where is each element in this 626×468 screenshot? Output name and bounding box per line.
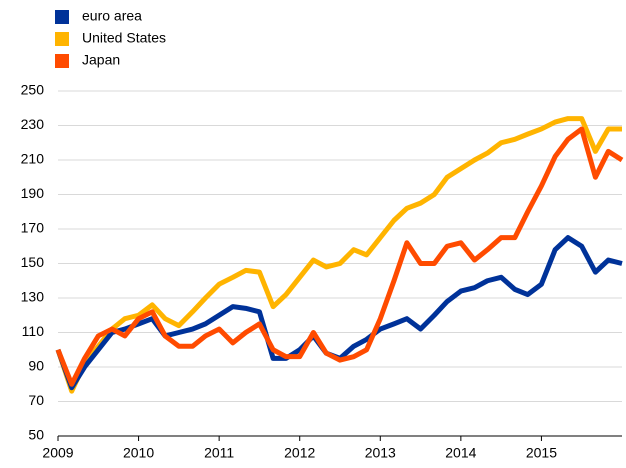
y-tick-label: 50 <box>28 427 44 443</box>
y-tick-label: 130 <box>21 289 45 305</box>
y-tick-label: 150 <box>21 254 45 270</box>
y-tick-label: 90 <box>28 358 44 374</box>
x-tick-label: 2009 <box>42 445 73 461</box>
legend-label: United States <box>82 30 166 46</box>
x-tick-label: 2014 <box>445 445 476 461</box>
x-tick-label: 2013 <box>365 445 396 461</box>
legend-label: Japan <box>82 52 120 68</box>
x-tick-label: 2010 <box>123 445 154 461</box>
y-tick-label: 230 <box>21 116 45 132</box>
y-tick-label: 170 <box>21 220 45 236</box>
series-line <box>55 126 624 387</box>
legend-label: euro area <box>82 8 142 24</box>
x-tick-label: 2012 <box>284 445 315 461</box>
y-tick-label: 250 <box>21 82 45 98</box>
legend-swatch <box>55 32 69 46</box>
legend-swatch <box>55 10 69 24</box>
series-line <box>55 116 622 394</box>
y-tick-label: 70 <box>28 392 44 408</box>
legend-swatch <box>55 54 69 68</box>
x-tick-label: 2011 <box>204 445 234 461</box>
x-tick-label: 2015 <box>526 445 557 461</box>
y-tick-label: 110 <box>22 323 45 339</box>
y-tick-label: 210 <box>21 151 45 167</box>
y-tick-label: 190 <box>21 185 45 201</box>
